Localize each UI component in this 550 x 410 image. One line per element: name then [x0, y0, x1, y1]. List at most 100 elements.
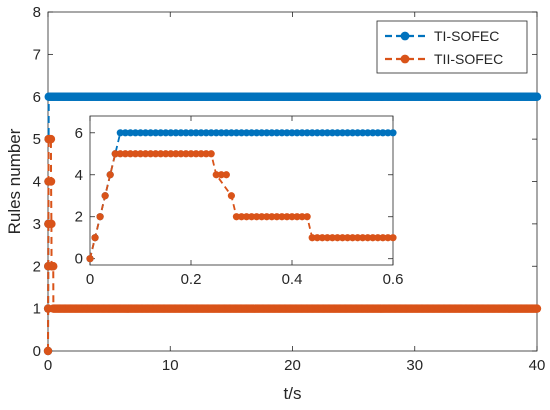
- data-point: [333, 234, 342, 242]
- data-point: [47, 219, 56, 229]
- data-point: [263, 213, 271, 221]
- data-point: [222, 171, 230, 179]
- data-point: [532, 92, 542, 101]
- data-point: [46, 177, 56, 186]
- data-point: [359, 129, 367, 137]
- data-point: [197, 129, 205, 137]
- data-point: [141, 150, 150, 158]
- data-point: [278, 129, 286, 137]
- axes-box: [89, 115, 394, 266]
- data-point: [192, 150, 200, 158]
- data-point: [136, 150, 145, 158]
- data-point: [116, 129, 124, 137]
- data-point: [106, 171, 114, 179]
- data-point: [126, 129, 134, 137]
- data-point: [43, 346, 53, 356]
- data-point: [359, 234, 367, 242]
- data-point: [152, 129, 160, 137]
- data-point: [187, 150, 195, 158]
- data-point: [354, 234, 362, 242]
- legend-marker: [400, 54, 410, 64]
- x-tick-label: 20: [284, 357, 301, 374]
- data-point: [197, 150, 205, 158]
- data-point: [349, 129, 357, 137]
- legend-item: TII-SOFEC: [385, 51, 503, 67]
- y-tick-label: 4: [75, 167, 83, 184]
- y-tick-label: 0: [75, 251, 83, 268]
- data-point: [283, 213, 291, 221]
- data-point: [364, 129, 372, 137]
- data-point: [152, 150, 160, 158]
- data-point: [328, 234, 336, 242]
- data-point: [354, 129, 362, 137]
- data-point: [349, 234, 357, 242]
- data-point: [111, 150, 119, 158]
- x-tick-label: 10: [162, 357, 179, 374]
- series-tii-sofec: [43, 134, 542, 356]
- data-point: [192, 129, 200, 137]
- data-point: [338, 234, 347, 242]
- data-point: [207, 150, 215, 158]
- data-point: [172, 150, 180, 158]
- data-point: [364, 234, 372, 242]
- y-tick-label: 4: [33, 174, 41, 191]
- data-point: [121, 129, 129, 137]
- inset-plot-area: 0 0.2 0.4 0.6 0 2 4 6: [75, 115, 403, 288]
- data-point: [157, 150, 165, 158]
- data-point: [389, 129, 397, 137]
- data-point: [333, 129, 342, 137]
- x-tick-label: 0: [44, 357, 52, 374]
- data-point: [147, 129, 155, 137]
- data-point: [298, 213, 306, 221]
- y-tick-label: 2: [33, 258, 41, 275]
- data-point: [86, 255, 94, 263]
- y-tick-label: 7: [33, 46, 41, 63]
- y-tick-label: 0: [33, 343, 41, 360]
- data-point: [162, 150, 170, 158]
- data-point: [374, 234, 382, 242]
- legend-marker: [400, 31, 410, 41]
- data-point: [273, 213, 281, 221]
- data-point: [232, 129, 241, 137]
- data-point: [91, 234, 99, 242]
- data-point: [227, 129, 235, 137]
- data-point: [253, 213, 261, 221]
- data-point: [323, 234, 331, 242]
- data-point: [268, 213, 276, 221]
- x-axis-title: t/s: [284, 384, 302, 403]
- data-point: [162, 129, 170, 137]
- data-point: [278, 213, 286, 221]
- data-point: [232, 213, 241, 221]
- data-point: [258, 129, 266, 137]
- data-point: [313, 129, 321, 137]
- data-point: [187, 129, 195, 137]
- legend: TI-SOFEC TII-SOFEC: [376, 20, 528, 74]
- data-point: [369, 129, 377, 137]
- data-point: [258, 213, 266, 221]
- series-inset-1: [86, 150, 397, 263]
- legend-box: [376, 20, 528, 74]
- data-point: [384, 234, 392, 242]
- data-point: [293, 213, 301, 221]
- data-point: [369, 234, 377, 242]
- x-tick-label: 0: [86, 271, 94, 288]
- data-point: [237, 213, 246, 221]
- data-point: [212, 129, 220, 137]
- y-tick-label: 6: [33, 89, 41, 106]
- series-ti-sofec: [43, 92, 542, 356]
- data-point: [374, 129, 382, 137]
- data-point: [273, 129, 281, 137]
- data-point: [46, 134, 56, 144]
- legend-item: TI-SOFEC: [385, 28, 499, 44]
- y-axis-title: Rules number: [5, 128, 24, 234]
- data-point: [141, 129, 150, 137]
- series-layer: [86, 129, 397, 263]
- data-point: [338, 129, 347, 137]
- data-point: [268, 129, 276, 137]
- x-tick-label: 30: [406, 357, 423, 374]
- data-point: [96, 213, 104, 221]
- data-point: [157, 129, 165, 137]
- data-point: [253, 129, 261, 137]
- data-point: [343, 234, 352, 242]
